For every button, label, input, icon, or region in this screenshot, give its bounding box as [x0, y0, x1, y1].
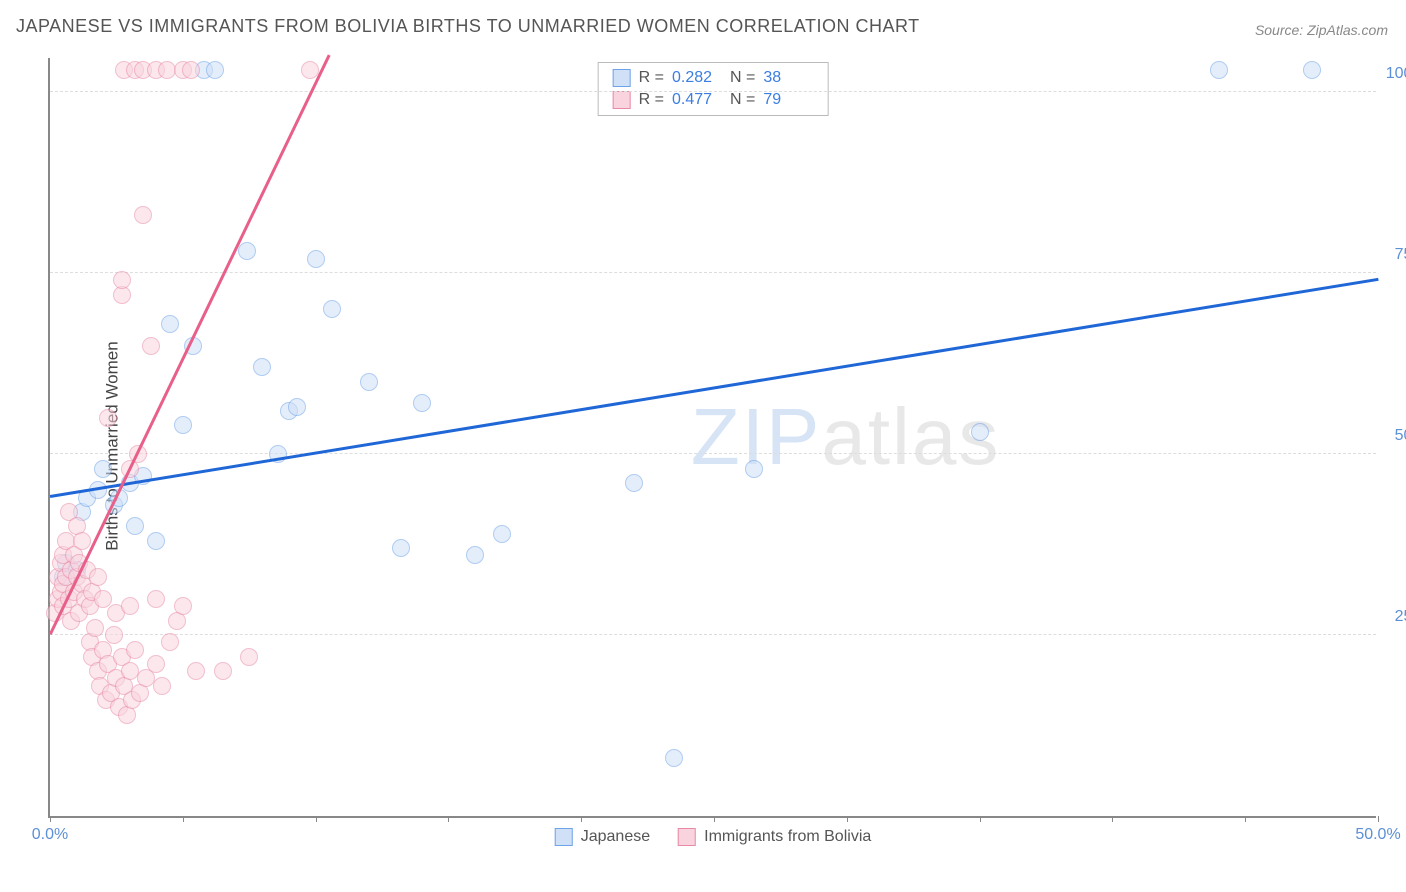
- data-point: [161, 633, 179, 651]
- data-point: [288, 398, 306, 416]
- legend-item-japanese: Japanese: [555, 828, 650, 846]
- gridline: [50, 634, 1376, 635]
- data-point: [307, 250, 325, 268]
- data-point: [1303, 61, 1321, 79]
- data-point: [121, 597, 139, 615]
- data-point: [238, 242, 256, 260]
- data-point: [323, 300, 341, 318]
- data-point: [161, 315, 179, 333]
- n-value-japanese: 38: [763, 69, 813, 87]
- swatch-japanese: [555, 828, 573, 846]
- data-point: [126, 517, 144, 535]
- x-tick: [980, 816, 981, 822]
- data-point: [147, 532, 165, 550]
- data-point: [99, 409, 117, 427]
- chart-title: JAPANESE VS IMMIGRANTS FROM BOLIVIA BIRT…: [16, 16, 920, 37]
- legend-label-japanese: Japanese: [581, 828, 650, 846]
- x-tick: [183, 816, 184, 822]
- n-value-bolivia: 79: [763, 91, 813, 109]
- data-point: [360, 373, 378, 391]
- gridline: [50, 91, 1376, 92]
- trend-line: [49, 54, 330, 634]
- legend-label-bolivia: Immigrants from Bolivia: [704, 828, 871, 846]
- gridline: [50, 453, 1376, 454]
- x-tick: [448, 816, 449, 822]
- r-label: R =: [639, 91, 664, 109]
- data-point: [105, 626, 123, 644]
- data-point: [73, 532, 91, 550]
- x-tick: [1245, 816, 1246, 822]
- data-point: [174, 597, 192, 615]
- data-point: [187, 662, 205, 680]
- data-point: [126, 641, 144, 659]
- trend-line: [50, 278, 1378, 498]
- x-tick: [1378, 816, 1379, 822]
- scatter-plot-area: ZIPatlas R = 0.282 N = 38 R = 0.477 N = …: [48, 58, 1376, 818]
- data-point: [665, 749, 683, 767]
- data-point: [240, 648, 258, 666]
- data-point: [89, 568, 107, 586]
- data-point: [253, 358, 271, 376]
- data-point: [493, 525, 511, 543]
- data-point: [466, 546, 484, 564]
- r-value-bolivia: 0.477: [672, 91, 722, 109]
- data-point: [413, 394, 431, 412]
- data-point: [147, 590, 165, 608]
- y-tick-label: 100.0%: [1386, 65, 1406, 83]
- y-tick-label: 25.0%: [1395, 608, 1406, 626]
- x-tick: [316, 816, 317, 822]
- y-tick-label: 50.0%: [1395, 427, 1406, 445]
- r-label: R =: [639, 69, 664, 87]
- data-point: [147, 655, 165, 673]
- data-point: [94, 460, 112, 478]
- x-tick-label: 0.0%: [32, 826, 68, 844]
- swatch-japanese: [613, 69, 631, 87]
- x-tick: [581, 816, 582, 822]
- r-value-japanese: 0.282: [672, 69, 722, 87]
- swatch-bolivia: [678, 828, 696, 846]
- swatch-bolivia: [613, 91, 631, 109]
- y-tick-label: 75.0%: [1395, 246, 1406, 264]
- data-point: [142, 337, 160, 355]
- data-point: [113, 271, 131, 289]
- data-point: [174, 416, 192, 434]
- stats-legend-box: R = 0.282 N = 38 R = 0.477 N = 79: [598, 62, 829, 116]
- source-attribution: Source: ZipAtlas.com: [1255, 22, 1388, 38]
- data-point: [86, 619, 104, 637]
- data-point: [94, 590, 112, 608]
- data-point: [206, 61, 224, 79]
- stats-row-japanese: R = 0.282 N = 38: [613, 67, 814, 89]
- data-point: [392, 539, 410, 557]
- data-point: [182, 61, 200, 79]
- x-tick-label: 50.0%: [1355, 826, 1400, 844]
- x-tick: [50, 816, 51, 822]
- stats-row-bolivia: R = 0.477 N = 79: [613, 89, 814, 111]
- data-point: [971, 423, 989, 441]
- data-point: [745, 460, 763, 478]
- data-point: [214, 662, 232, 680]
- x-tick: [714, 816, 715, 822]
- watermark: ZIPatlas: [691, 391, 1000, 483]
- data-point: [134, 206, 152, 224]
- x-tick: [847, 816, 848, 822]
- data-point: [153, 677, 171, 695]
- n-label: N =: [730, 69, 755, 87]
- gridline: [50, 272, 1376, 273]
- x-tick: [1112, 816, 1113, 822]
- data-point: [1210, 61, 1228, 79]
- legend-item-bolivia: Immigrants from Bolivia: [678, 828, 871, 846]
- bottom-legend: Japanese Immigrants from Bolivia: [555, 828, 872, 846]
- n-label: N =: [730, 91, 755, 109]
- data-point: [625, 474, 643, 492]
